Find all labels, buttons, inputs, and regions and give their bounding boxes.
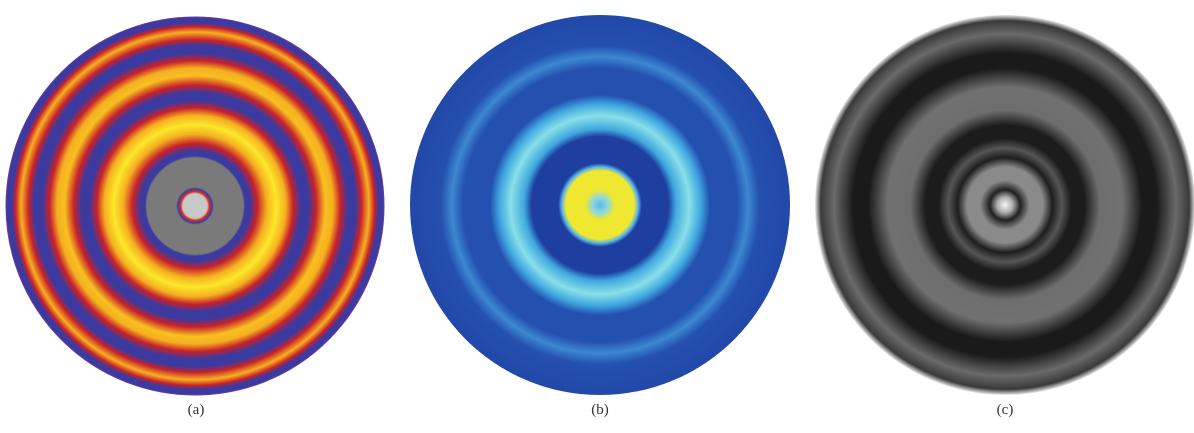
ring-pattern-c	[815, 15, 1194, 395]
panel-label: (a)	[188, 402, 205, 418]
ring-pattern-b	[410, 15, 790, 395]
page: (a) (b) (c) (() => { const data = JSON.p…	[0, 0, 1194, 428]
panel-label: (c)	[997, 402, 1014, 418]
ring-pattern-a	[6, 17, 384, 395]
figure: (a) (b) (c)	[0, 0, 1194, 428]
panel-label: (b)	[591, 402, 609, 418]
